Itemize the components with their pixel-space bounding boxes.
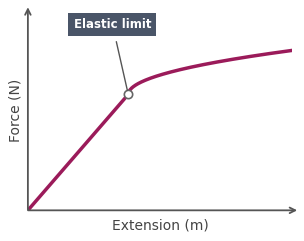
X-axis label: Extension (m): Extension (m) [112, 219, 208, 233]
Y-axis label: Force (N): Force (N) [8, 79, 22, 142]
Text: Elastic limit: Elastic limit [74, 18, 151, 90]
